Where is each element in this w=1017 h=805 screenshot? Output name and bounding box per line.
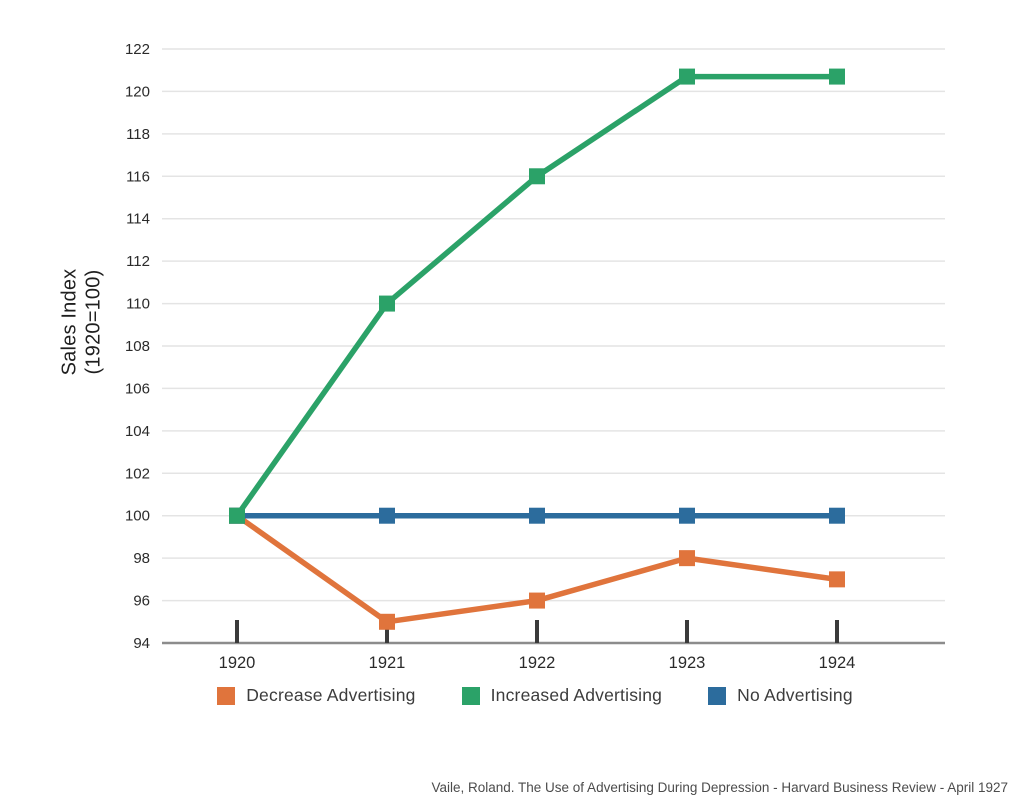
decrease-advertising-swatch-icon [217, 686, 236, 705]
x-tick-mark [535, 620, 539, 643]
plot-area: 94 96 98 100 102 104 106 108 110 112 114 116 118 120 1… [125, 41, 945, 672]
no-advertising-swatch-icon [708, 686, 727, 705]
y-tick-label: 110 [126, 296, 150, 313]
y-tick-label: 106 [125, 380, 150, 397]
legend-item-decrease-advertising: Decrease Advertising [217, 685, 415, 706]
series-marker [829, 507, 845, 524]
series-marker [229, 507, 245, 524]
y-tick-label: 94 [133, 635, 150, 652]
series-marker [529, 507, 545, 524]
series-marker [829, 571, 845, 588]
increased-advertising-swatch-icon [461, 686, 480, 705]
x-tick-label: 1923 [669, 654, 706, 672]
y-tick-label: 122 [125, 41, 150, 58]
series-marker [379, 295, 395, 312]
series-marker [529, 168, 545, 185]
y-tick-label: 112 [126, 253, 150, 270]
series-marker [679, 68, 695, 85]
x-tick-label: 1920 [219, 654, 256, 672]
series-marker [679, 507, 695, 524]
y-tick-label: 100 [125, 508, 150, 525]
y-tick-label: 116 [126, 168, 150, 185]
legend: Decrease Advertising Increased Advertisi… [140, 685, 930, 706]
x-tick-mark [235, 620, 239, 643]
x-tick-mark [835, 620, 839, 643]
y-tick-label: 118 [126, 126, 150, 143]
y-tick-label: 104 [125, 423, 150, 440]
x-tick-label: 1924 [819, 654, 856, 672]
y-tick-label: 98 [133, 550, 150, 567]
x-tick-label: 1921 [369, 654, 406, 672]
y-tick-label: 96 [133, 593, 150, 610]
legend-label: Increased Advertising [490, 685, 663, 705]
y-tick-label: 102 [125, 465, 150, 482]
y-axis-title: Sales Index (1920=100) [58, 269, 107, 376]
series-marker [679, 550, 695, 567]
y-axis-title-line1: Sales Index [58, 268, 81, 376]
series-marker [379, 507, 395, 524]
y-axis-title-line2: (1920=100) [83, 269, 105, 375]
series-line [234, 73, 840, 519]
y-tick-label: 108 [125, 338, 150, 355]
legend-item-no-advertising: No Advertising [708, 685, 853, 706]
x-tick-label: 1922 [519, 654, 556, 672]
legend-label: No Advertising [737, 685, 853, 705]
series-marker [379, 613, 395, 630]
legend-label: Decrease Advertising [246, 685, 416, 705]
legend-item-increased-advertising: Increased Advertising [461, 685, 663, 706]
citation: Vaile, Roland. The Use of Advertising Du… [431, 780, 1008, 795]
series-marker [529, 592, 545, 609]
y-tick-label: 120 [125, 83, 150, 100]
x-tick-mark [385, 620, 389, 643]
series-marker [829, 68, 845, 85]
y-tick-label: 114 [126, 211, 150, 228]
x-tick-mark [685, 620, 689, 643]
